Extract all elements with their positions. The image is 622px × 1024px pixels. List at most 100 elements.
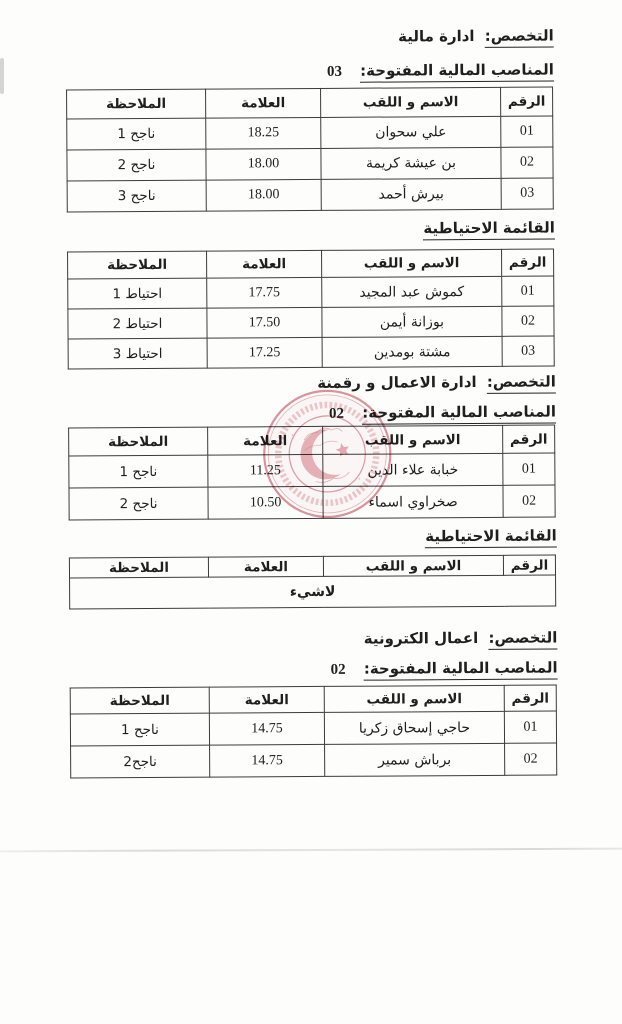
- specialization-label: التخصص:: [484, 26, 554, 48]
- cell-grade: 14.75: [209, 744, 325, 778]
- specialization-label: التخصص:: [486, 372, 556, 394]
- cell-grade: 18.25: [205, 117, 321, 150]
- cell-name: بوزانة أيمن: [321, 306, 503, 338]
- col-header-number: الرقم: [504, 685, 557, 712]
- table-row: 01 حاجي إسحاق زكريا 14.75 ناجح 1: [70, 711, 557, 746]
- table-row: لاشيء: [69, 575, 556, 609]
- cell-name: برباش سمير: [324, 743, 505, 777]
- table-header-row: الرقم الاسم و اللقب العلامة الملاحظة: [66, 87, 553, 119]
- col-header-name: الاسم و اللقب: [323, 555, 504, 577]
- col-header-number: الرقم: [503, 555, 556, 576]
- reserve-list-label: القائمة الاحتياطية: [425, 526, 557, 549]
- cell-note: ناجح 3: [67, 180, 207, 212]
- cell-number: 02: [501, 306, 555, 337]
- cell-grade: 17.25: [207, 337, 323, 369]
- section3-specialization-title: التخصص: اعمال الكترونية: [364, 628, 558, 650]
- table-row: 03 مشتة بومدين 17.25 احتياط 3: [68, 336, 555, 369]
- table-header-row: الرقم الاسم و اللقب العلامة الملاحظة: [70, 685, 557, 714]
- cell-grade: 17.50: [206, 307, 323, 339]
- section2-open-positions-line: المناصب المالية المفتوحة: 02: [328, 402, 557, 425]
- section3-open-positions-line: المناصب المالية المفتوحة: 02: [330, 658, 558, 681]
- cell-number: 01: [504, 711, 557, 744]
- col-header-note: الملاحظة: [66, 89, 206, 119]
- table-row: 03 بيرش أحمد 18.00 ناجح 3: [67, 178, 554, 212]
- cell-number: 01: [502, 453, 555, 486]
- section1-open-positions-line: المناصب المالية المفتوحة: 03: [326, 60, 555, 83]
- col-header-name: الاسم و اللقب: [324, 685, 505, 713]
- open-positions-count: 02: [328, 405, 345, 422]
- col-header-number: الرقم: [502, 425, 555, 454]
- cell-grade: 18.00: [206, 179, 322, 212]
- cell-grade: 14.75: [209, 712, 325, 746]
- cell-name: كموش عبد المجيد: [321, 276, 502, 308]
- cell-number: 03: [502, 336, 555, 367]
- table-row: 02 صخراوي اسماء 10.50 ناجح 2: [68, 485, 556, 520]
- cell-note: ناجح 2: [68, 487, 209, 520]
- cell-grade: 10.50: [207, 486, 324, 520]
- col-header-note: الملاحظة: [68, 427, 208, 456]
- table-header-row: الرقم الاسم و اللقب العلامة الملاحظة: [68, 425, 555, 456]
- col-header-number: الرقم: [501, 249, 554, 277]
- open-positions-count: 03: [326, 63, 342, 80]
- specialization-label: التخصص:: [488, 628, 558, 650]
- cell-number: 01: [501, 276, 554, 307]
- cell-note: ناجح 1: [66, 118, 206, 150]
- col-header-note: الملاحظة: [70, 687, 210, 714]
- cell-note: ناجح 2: [66, 149, 207, 181]
- table-row: 02 بوزانة أيمن 17.50 احتياط 2: [67, 306, 555, 339]
- col-header-grade: العلامة: [205, 88, 321, 119]
- cell-nothing: لاشيء: [69, 575, 556, 609]
- section2-reserve-list-title: القائمة الاحتياطية: [425, 526, 557, 549]
- col-header-number: الرقم: [500, 87, 553, 117]
- cell-name: خبابة علاء الدين: [322, 453, 503, 487]
- cell-number: 02: [502, 485, 556, 518]
- section1-specialization-title: التخصص: ادارة مالية: [398, 26, 554, 48]
- specialization-value: ادارة الاعمال و رقمنة: [317, 372, 477, 392]
- cell-note: احتياط 2: [67, 308, 208, 339]
- cell-number: 02: [504, 743, 557, 776]
- table-row: 01 خبابة علاء الدين 11.25 ناجح 1: [68, 453, 555, 488]
- specialization-value: ادارة مالية: [398, 26, 475, 46]
- section3-main-results-table: الرقم الاسم و اللقب العلامة الملاحظة 01 …: [69, 684, 558, 779]
- cell-grade: 18.00: [205, 148, 322, 181]
- table-row: 01 كموش عبد المجيد 17.75 احتياط 1: [67, 276, 554, 309]
- cell-note: ناجح 1: [68, 455, 208, 488]
- cell-grade: 11.25: [207, 454, 323, 488]
- scan-edge-smudge: [0, 58, 4, 94]
- cell-name: مشتة بومدين: [322, 336, 503, 368]
- open-positions-label: المناصب المالية المفتوحة:: [362, 402, 557, 425]
- col-header-grade: العلامة: [207, 426, 323, 456]
- cell-name: صخراوي اسماء: [322, 485, 504, 519]
- cell-note: احتياط 3: [68, 338, 208, 369]
- col-header-name: الاسم و اللقب: [321, 249, 502, 278]
- col-header-grade: العلامة: [208, 556, 324, 578]
- section2-specialization-title: التخصص: ادارة الاعمال و رقمنة: [317, 372, 556, 394]
- cell-grade: 17.75: [206, 277, 322, 309]
- cell-note: ناجح2: [70, 745, 210, 778]
- section2-reserve-table-empty: الرقم الاسم و اللقب العلامة الملاحظة لاش…: [68, 554, 557, 610]
- reserve-list-label: القائمة الاحتياطية: [423, 218, 555, 241]
- section2-main-results-table: الرقم الاسم و اللقب العلامة الملاحظة 01 …: [68, 424, 556, 521]
- cell-name: بيرش أحمد: [321, 178, 502, 211]
- section1-reserve-table: الرقم الاسم و اللقب العلامة الملاحظة 01 …: [67, 248, 555, 370]
- cell-number: 02: [500, 147, 554, 179]
- col-header-grade: العلامة: [209, 686, 325, 714]
- col-header-note: الملاحظة: [69, 557, 209, 578]
- cell-note: احتياط 1: [67, 278, 207, 309]
- table-row: 01 علي سحوان 18.25 ناجح 1: [66, 116, 553, 150]
- cell-name: علي سحوان: [320, 116, 501, 149]
- cell-number: 01: [500, 116, 553, 148]
- cell-name: بن عيشة كريمة: [320, 147, 502, 180]
- table-row: 02 بن عيشة كريمة 18.00 ناجح 2: [66, 147, 554, 181]
- col-header-note: الملاحظة: [67, 251, 207, 279]
- open-positions-label: المناصب المالية المفتوحة:: [363, 658, 558, 681]
- cell-note: ناجح 1: [70, 713, 210, 746]
- section1-main-results-table: الرقم الاسم و اللقب العلامة الملاحظة 01 …: [66, 86, 554, 213]
- open-positions-label: المناصب المالية المفتوحة:: [360, 60, 555, 83]
- open-positions-count: 02: [330, 661, 346, 678]
- cell-name: حاجي إسحاق زكريا: [324, 711, 505, 745]
- col-header-name: الاسم و اللقب: [322, 425, 503, 455]
- col-header-grade: العلامة: [206, 250, 322, 279]
- table-row: 02 برباش سمير 14.75 ناجح2: [70, 743, 557, 778]
